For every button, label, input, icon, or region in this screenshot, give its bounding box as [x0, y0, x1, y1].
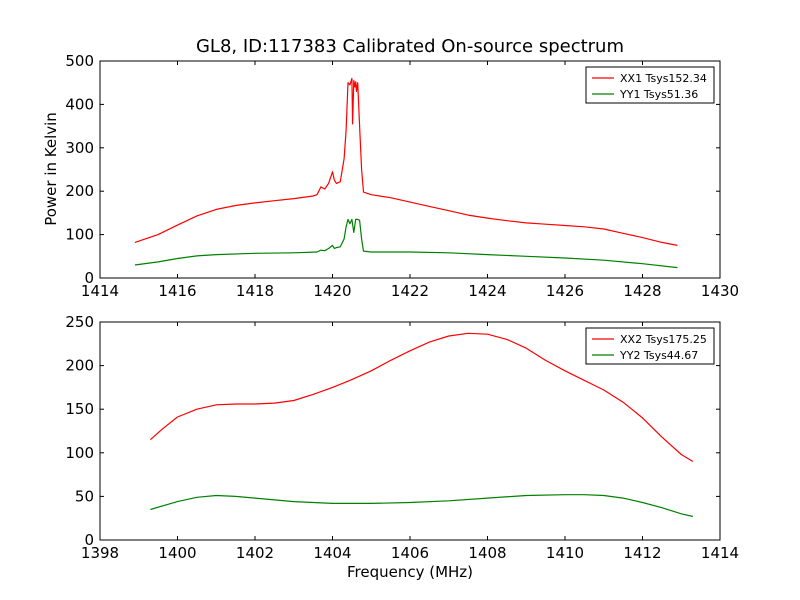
- bottom-x-axis-label: Frequency (MHz): [347, 563, 473, 581]
- top-x-tick-label: 1422: [391, 282, 429, 300]
- top-legend: [585, 66, 715, 104]
- bottom-series-yy-line: [150, 494, 694, 518]
- top-y-tick-label: 200: [65, 182, 94, 200]
- top-y-tick-label: 500: [65, 52, 94, 70]
- top-y-tick-label: 0: [84, 269, 94, 287]
- bottom-y-tick-label: 50: [75, 487, 94, 505]
- top-legend-label-xx: XX1 Tsys152.34: [620, 72, 707, 85]
- top-y-tick-label: 300: [65, 139, 94, 157]
- top-x-tick-label: 1428: [623, 282, 661, 300]
- bottom-x-tick-label: 1410: [546, 544, 584, 562]
- top-y-tick-label: 100: [65, 226, 94, 244]
- bottom-x-tick-label: 1402: [236, 544, 274, 562]
- top-x-tick-label: 1418: [236, 282, 274, 300]
- bottom-x-tick-label: 1404: [313, 544, 351, 562]
- top-x-tick-label: 1424: [468, 282, 506, 300]
- bottom-legend-label-yy: YY2 Tsys44.67: [619, 349, 698, 362]
- bottom-y-tick-label: 100: [65, 444, 94, 462]
- top-x-tick-label: 1426: [546, 282, 584, 300]
- top-x-tick-label: 1420: [313, 282, 351, 300]
- bottom-series-xx-line: [149, 332, 694, 463]
- top-legend-label-yy: YY1 Tsys51.36: [619, 88, 698, 101]
- top-x-tick-label: 1414: [81, 282, 119, 300]
- bottom-legend-label-xx: XX2 Tsys175.25: [620, 333, 707, 346]
- bottom-y-tick-label: 150: [65, 400, 94, 418]
- top-y-axis-label: Power in Kelvin: [42, 112, 60, 226]
- top-y-tick-label: 400: [65, 95, 94, 113]
- bottom-y-tick-label: 200: [65, 357, 94, 375]
- top-x-tick-label: 1430: [701, 282, 739, 300]
- bottom-x-tick-label: 1406: [391, 544, 429, 562]
- bottom-x-tick-label: 1408: [468, 544, 506, 562]
- bottom-x-tick-label: 1400: [158, 544, 196, 562]
- bottom-x-tick-label: 1414: [701, 544, 739, 562]
- chart-title: GL8, ID:117383 Calibrated On-source spec…: [196, 36, 624, 57]
- top-panel: 1414 1416 1418 1420 1422 1424 1426 1428 1430 0 100…: [65, 52, 739, 300]
- bottom-panel: 1398 1400 1402 1404 1406 1408 1410 1412 1414 0 50 1…: [65, 313, 739, 562]
- top-series-xx-line: [134, 77, 678, 246]
- bottom-y-tick-label: 250: [65, 313, 94, 331]
- bottom-x-tick-label: 1398: [81, 544, 119, 562]
- bottom-x-tick-label: 1412: [623, 544, 661, 562]
- bottom-y-tick-label: 0: [84, 531, 94, 549]
- top-x-tick-label: 1416: [158, 282, 196, 300]
- bottom-legend: [585, 327, 715, 365]
- top-series-yy-line: [134, 218, 678, 269]
